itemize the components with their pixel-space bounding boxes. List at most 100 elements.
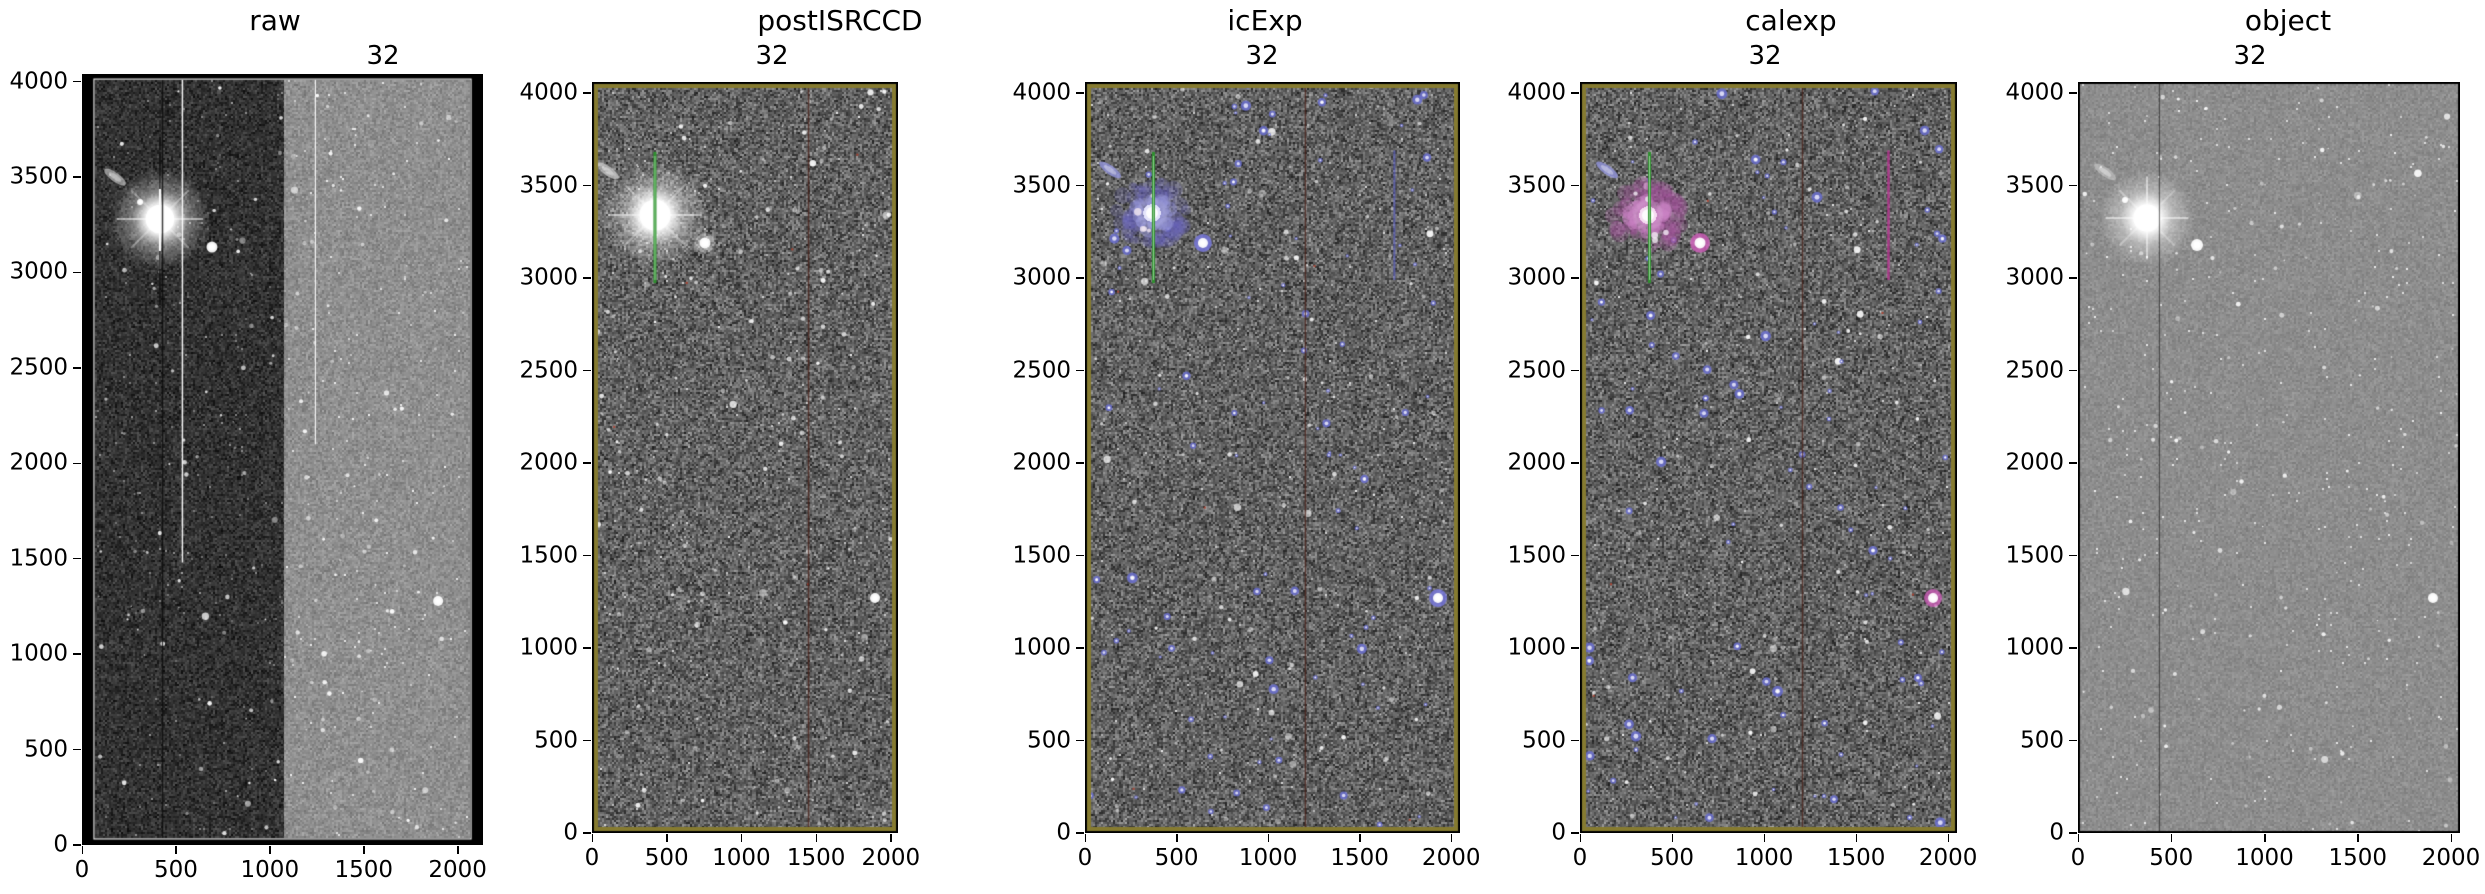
y-tick-label: 3000 <box>1012 264 1071 291</box>
y-tick <box>1571 462 1579 464</box>
y-tick <box>73 80 81 83</box>
x-tick-label: 500 <box>644 845 689 871</box>
x-tick-label: 0 <box>1077 845 1093 871</box>
x-tick-label: 1000 <box>240 857 300 883</box>
y-tick-label: 4000 <box>2005 79 2064 106</box>
y-tick <box>1076 554 1084 557</box>
x-tick <box>1176 834 1178 842</box>
y-tick-label: 0 <box>53 831 68 858</box>
y-tick-label: 0 <box>2049 819 2064 846</box>
y-tick <box>1076 739 1084 742</box>
x-tick-label: 1500 <box>334 857 393 883</box>
y-tick-label: 4000 <box>519 79 578 106</box>
y-tick-label: 500 <box>2020 727 2064 753</box>
x-tick <box>740 834 743 842</box>
x-tick <box>1084 834 1086 842</box>
y-tick-label: 2000 <box>1507 449 1566 476</box>
panel-title: calexp <box>1745 4 1837 37</box>
x-tick-label: 2000 <box>1918 845 1978 871</box>
y-tick <box>73 367 81 369</box>
y-tick <box>1076 832 1084 834</box>
x-tick-label: 2000 <box>428 857 487 883</box>
y-tick-label: 3000 <box>1507 264 1566 291</box>
x-tick-label: 500 <box>2149 845 2194 871</box>
y-tick-label: 500 <box>24 736 68 763</box>
x-tick-label: 0 <box>1572 845 1588 871</box>
panel-subtitle: 32 <box>2233 41 2267 71</box>
panel-subtitle: 32 <box>1245 41 1279 71</box>
x-tick <box>666 834 668 842</box>
x-tick <box>2357 834 2359 842</box>
y-tick-label: 0 <box>1551 819 1566 846</box>
y-tick-label: 4000 <box>1507 79 1566 106</box>
y-tick-label: 1000 <box>519 634 578 661</box>
y-tick-label: 3500 <box>9 163 68 190</box>
y-tick <box>1076 92 1084 94</box>
y-tick-label: 500 <box>534 727 578 753</box>
x-tick-label: 1000 <box>1238 845 1298 871</box>
y-tick-label: 1000 <box>1507 634 1566 661</box>
y-tick <box>583 647 591 649</box>
y-tick-label: 1000 <box>2005 634 2064 661</box>
y-tick-label: 1500 <box>2005 542 2064 569</box>
panel-subtitle: 32 <box>755 41 789 71</box>
y-tick-label: 2500 <box>1012 357 1071 384</box>
x-tick-label: 1500 <box>1330 845 1389 871</box>
y-tick-label: 2500 <box>519 357 578 384</box>
y-tick <box>583 462 591 464</box>
y-tick-label: 0 <box>1056 819 1071 846</box>
ccd-image-icexp <box>1085 82 1460 833</box>
x-tick <box>457 846 459 854</box>
x-tick <box>890 834 892 842</box>
y-tick <box>583 184 591 187</box>
x-tick <box>81 846 83 854</box>
y-tick <box>2069 92 2077 94</box>
x-tick-label: 1000 <box>712 845 771 871</box>
y-tick <box>73 653 81 655</box>
x-tick-label: 2000 <box>1421 845 1481 871</box>
x-tick-label: 0 <box>2070 845 2086 871</box>
y-tick <box>1571 184 1579 187</box>
x-tick <box>1671 834 1674 842</box>
ccd-image-calexp <box>1580 82 1957 833</box>
y-tick <box>1076 184 1084 187</box>
x-tick-label: 1000 <box>1734 845 1794 871</box>
y-tick <box>583 832 591 834</box>
ccd-image-postisrccd <box>592 82 898 833</box>
x-tick <box>175 846 177 854</box>
y-tick-label: 2000 <box>519 449 578 476</box>
y-tick-label: 3500 <box>519 172 578 199</box>
y-tick <box>73 748 81 751</box>
x-tick <box>815 834 818 842</box>
y-tick-label: 1500 <box>519 542 578 569</box>
y-tick <box>1076 462 1084 464</box>
y-tick <box>1571 647 1579 649</box>
panel-title: icExp <box>1227 4 1303 37</box>
y-tick-label: 2500 <box>2005 357 2064 384</box>
y-tick-label: 4000 <box>1012 79 1071 106</box>
y-tick <box>2069 369 2077 372</box>
y-tick <box>2069 647 2077 649</box>
y-tick-label: 2000 <box>1012 449 1071 476</box>
x-tick-label: 500 <box>153 857 198 883</box>
x-tick <box>269 846 271 854</box>
y-tick <box>1571 277 1579 279</box>
y-tick <box>73 557 81 560</box>
y-tick <box>73 271 81 274</box>
panel-subtitle: 32 <box>366 41 400 71</box>
y-tick-label: 1000 <box>1012 634 1071 661</box>
y-tick-label: 3000 <box>9 258 68 285</box>
y-tick-label: 3000 <box>2005 264 2064 291</box>
y-tick <box>73 176 81 178</box>
ccd-image-raw <box>82 74 483 845</box>
y-tick <box>1076 277 1084 279</box>
y-tick-label: 3500 <box>1507 172 1566 199</box>
panel-title: raw <box>249 4 301 37</box>
y-tick-label: 2500 <box>9 354 68 381</box>
x-tick <box>1359 834 1361 842</box>
panel-title: object <box>2244 4 2332 37</box>
ccd-image-object <box>2078 82 2460 833</box>
y-tick <box>1571 369 1579 372</box>
x-tick <box>1450 834 1453 842</box>
